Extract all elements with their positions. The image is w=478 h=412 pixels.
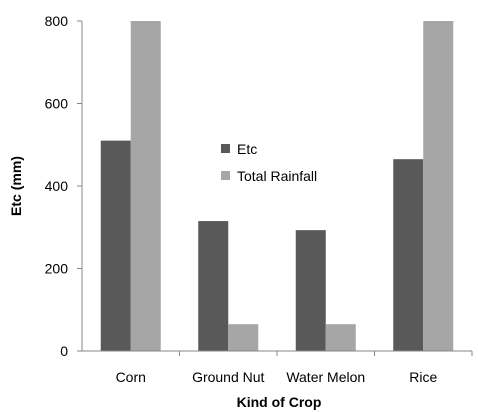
bar-total-rainfall (130, 21, 161, 351)
y-tick-label: 600 (45, 96, 69, 112)
bar-etc (198, 221, 229, 351)
y-tick-label: 400 (45, 178, 69, 194)
y-tick-group: 0 200 400 600 800 (45, 13, 82, 359)
y-tick-label: 200 (45, 261, 69, 277)
legend-label: Etc (237, 141, 257, 157)
x-axis-title: Kind of Crop (237, 394, 322, 410)
legend: Etc Total Rainfall (221, 141, 317, 184)
bar-etc (100, 140, 131, 351)
bars-group (100, 21, 454, 351)
bar-total-rainfall (228, 324, 259, 351)
y-tick-label: 0 (60, 343, 68, 359)
x-category-label: Water Melon (286, 369, 365, 385)
x-category-label: Rice (409, 369, 437, 385)
x-category-label: Corn (116, 369, 146, 385)
bar-etc (393, 159, 424, 351)
legend-swatch (221, 171, 230, 180)
bar-etc (295, 230, 326, 351)
y-tick-label: 800 (45, 13, 69, 29)
x-category-group: Corn Ground Nut Water Melon Rice (116, 351, 473, 385)
legend-swatch (221, 144, 230, 153)
x-category-label: Ground Nut (192, 369, 264, 385)
y-axis-title: Etc (mm) (8, 156, 24, 216)
legend-label: Total Rainfall (237, 168, 317, 184)
bar-total-rainfall (423, 21, 454, 351)
bar-total-rainfall (325, 324, 356, 351)
